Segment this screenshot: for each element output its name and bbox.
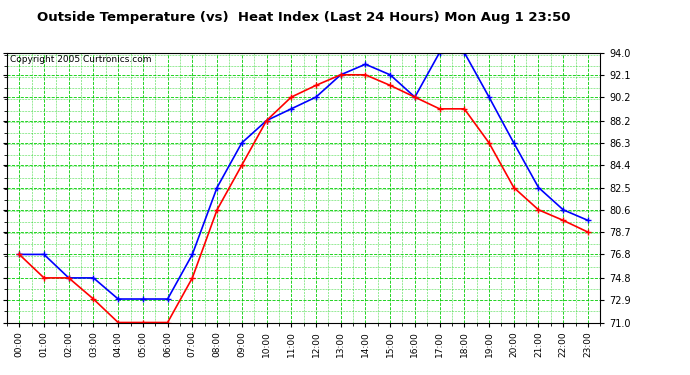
Text: Outside Temperature (vs)  Heat Index (Last 24 Hours) Mon Aug 1 23:50: Outside Temperature (vs) Heat Index (Las…: [37, 11, 571, 24]
Text: Copyright 2005 Curtronics.com: Copyright 2005 Curtronics.com: [10, 55, 151, 64]
